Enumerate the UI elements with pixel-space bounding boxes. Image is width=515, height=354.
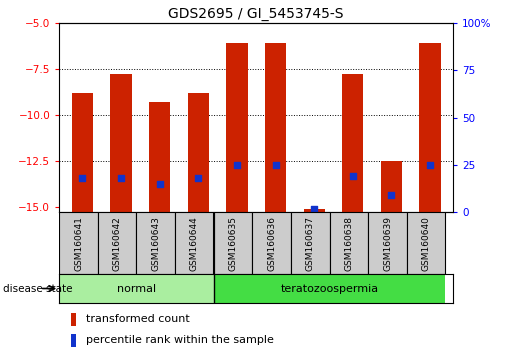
Text: GSM160636: GSM160636: [267, 216, 276, 271]
Bar: [226, 43, 248, 212]
Bar: [419, 43, 441, 212]
Bar: [59, 274, 214, 303]
Title: GDS2695 / GI_5453745-S: GDS2695 / GI_5453745-S: [168, 7, 344, 21]
Bar: [187, 93, 209, 212]
Point: [194, 176, 202, 181]
Text: GSM160637: GSM160637: [306, 216, 315, 271]
Bar: [71, 334, 76, 347]
Point: [233, 162, 241, 168]
Bar: [149, 102, 170, 212]
Point: [156, 181, 164, 187]
Text: GSM160635: GSM160635: [229, 216, 237, 271]
Bar: [175, 212, 214, 274]
Point: [310, 206, 318, 211]
Bar: [330, 212, 368, 274]
Text: GSM160642: GSM160642: [113, 216, 122, 271]
Text: teratozoospermia: teratozoospermia: [281, 284, 379, 293]
Point: [271, 162, 280, 168]
Bar: [72, 93, 93, 212]
Text: GSM160640: GSM160640: [422, 216, 431, 271]
Point: [349, 173, 357, 179]
Bar: [303, 209, 325, 212]
Point: [426, 162, 434, 168]
Text: GSM160639: GSM160639: [383, 216, 392, 271]
Point: [387, 193, 396, 198]
Bar: [110, 74, 132, 212]
Bar: [381, 161, 402, 212]
Point: [78, 176, 87, 181]
Text: GSM160644: GSM160644: [190, 216, 199, 271]
Bar: [71, 313, 76, 326]
Bar: [252, 212, 291, 274]
Text: transformed count: transformed count: [86, 314, 190, 324]
Bar: [407, 212, 445, 274]
Bar: [214, 274, 445, 303]
Bar: [59, 212, 98, 274]
Bar: [98, 212, 136, 274]
Bar: [291, 212, 330, 274]
Bar: [136, 212, 175, 274]
Text: GSM160641: GSM160641: [74, 216, 83, 271]
Text: GSM160638: GSM160638: [345, 216, 353, 271]
Text: percentile rank within the sample: percentile rank within the sample: [86, 335, 274, 345]
Bar: [368, 212, 407, 274]
Point: [117, 176, 125, 181]
Text: disease state: disease state: [3, 284, 72, 293]
Text: GSM160643: GSM160643: [151, 216, 160, 271]
Bar: [265, 43, 286, 212]
Bar: [214, 212, 252, 274]
Text: normal: normal: [117, 284, 156, 293]
Bar: [342, 74, 364, 212]
